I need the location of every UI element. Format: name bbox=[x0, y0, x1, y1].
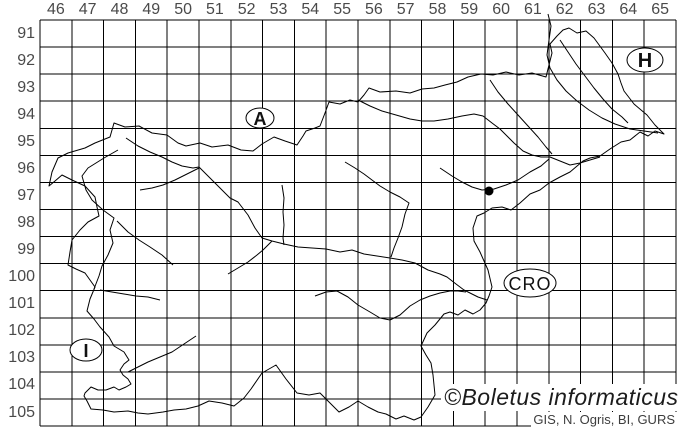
country-label-a: A bbox=[254, 109, 267, 129]
country-label-h: H bbox=[638, 50, 652, 72]
grid-lines bbox=[39, 19, 677, 427]
copyright-watermark: ©Boletus informaticus bbox=[441, 384, 680, 411]
river-path bbox=[439, 158, 550, 191]
river-path bbox=[559, 39, 629, 124]
river-path bbox=[281, 184, 285, 246]
river-path bbox=[99, 289, 161, 301]
rivers bbox=[81, 13, 659, 373]
river-path bbox=[489, 79, 553, 155]
country-label-i: I bbox=[83, 341, 88, 361]
river-path bbox=[344, 161, 410, 258]
river-path bbox=[125, 137, 488, 301]
river-path bbox=[314, 290, 467, 321]
country-oval-h bbox=[626, 47, 664, 73]
country-oval-cro bbox=[503, 268, 557, 298]
credits-text: GIS, N. Ogris, BI, GURS bbox=[531, 412, 677, 427]
slovenia-border bbox=[48, 27, 665, 421]
river-path bbox=[116, 220, 174, 266]
river-path bbox=[139, 167, 200, 191]
country-label-cro: CRO bbox=[509, 274, 552, 294]
country-oval-i bbox=[69, 338, 103, 362]
river-path bbox=[81, 149, 119, 290]
river-path bbox=[127, 335, 197, 373]
river-path bbox=[227, 240, 273, 275]
country-oval-a bbox=[245, 107, 275, 129]
river-path bbox=[357, 99, 601, 166]
river-path bbox=[546, 13, 659, 134]
occurrence-dot bbox=[484, 186, 494, 196]
